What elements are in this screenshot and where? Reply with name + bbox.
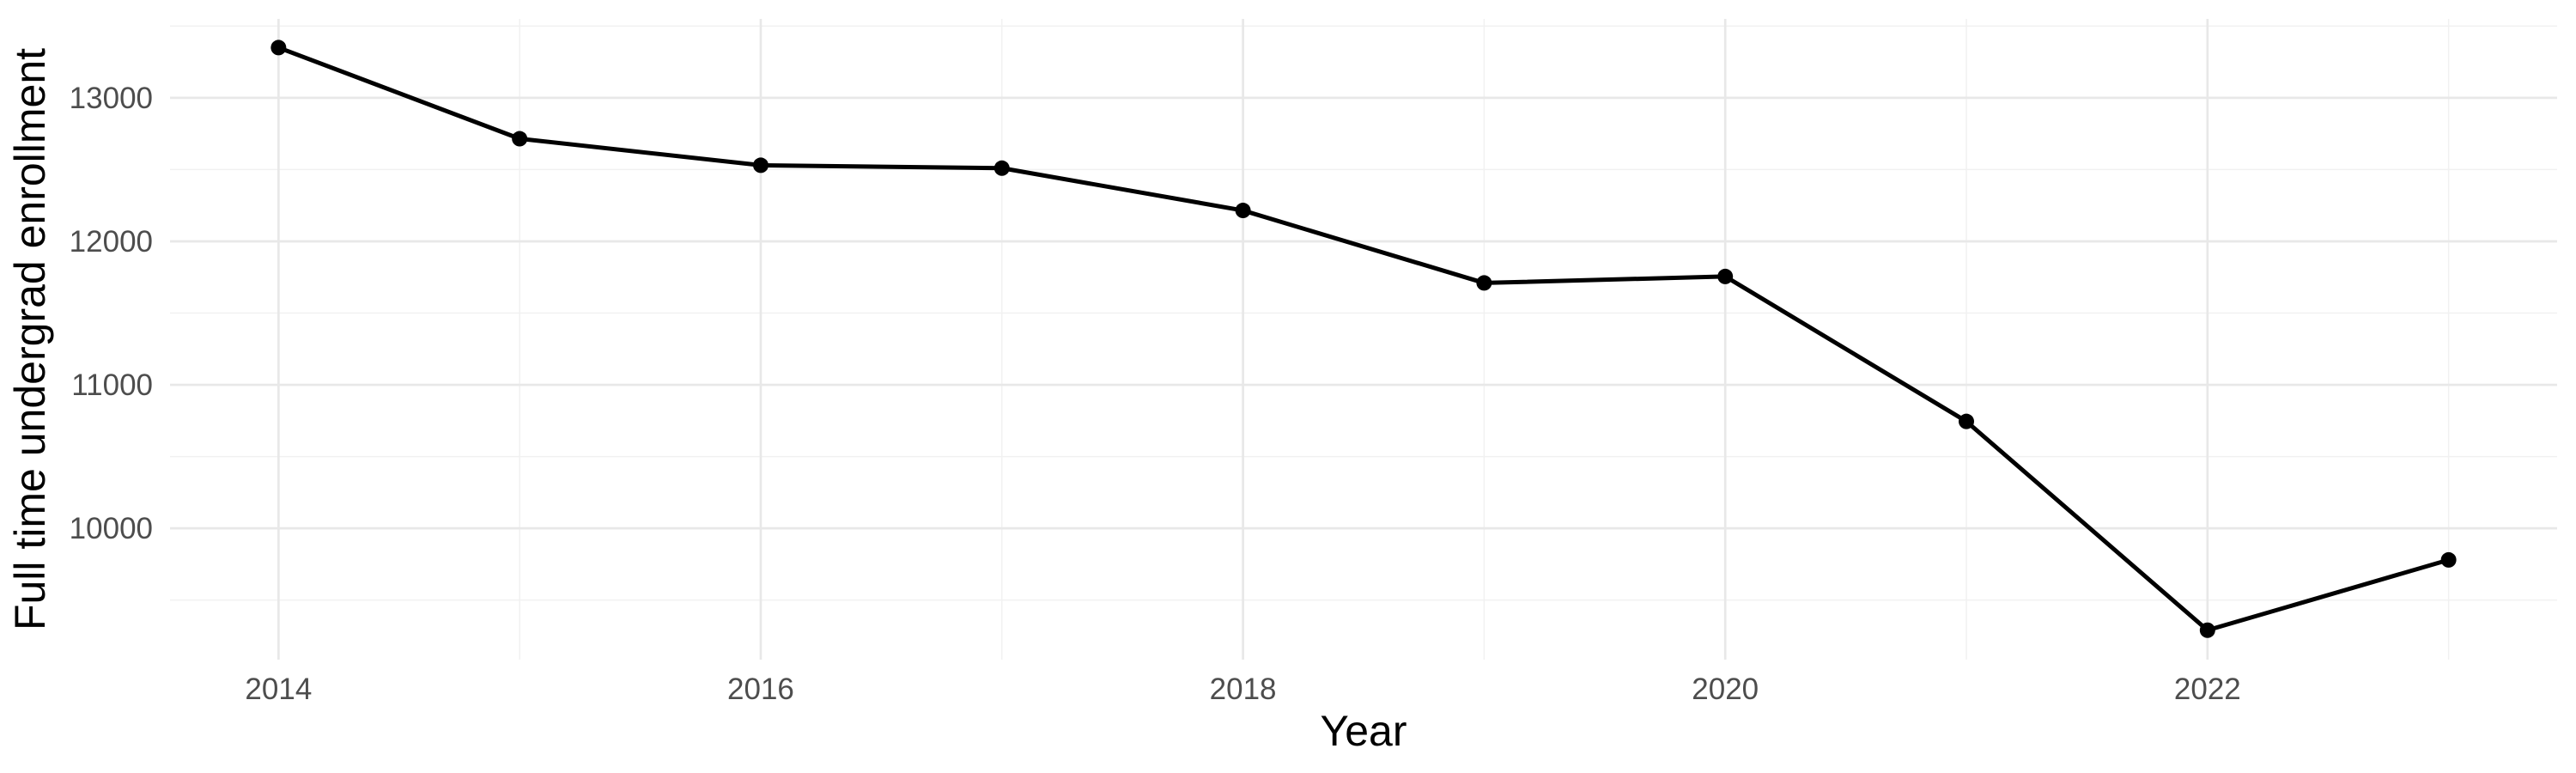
data-point-2023 [2440,551,2457,568]
data-point-2015 [512,131,528,147]
data-point-2016 [752,157,769,173]
data-series-layer [270,40,2457,638]
data-point-2017 [993,160,1010,176]
gridlines-major [170,19,2557,660]
y-tick-label-13000: 13000 [70,82,153,115]
data-point-2021 [1959,413,1975,429]
data-point-2014 [270,40,287,56]
x-axis-title: Year [1320,707,1406,755]
x-axis-tick-labels: 2014 2016 2018 2020 2022 [245,673,2240,706]
y-axis-title: Full time undergrad enrollment [6,48,54,630]
y-tick-label-10000: 10000 [70,512,153,545]
x-tick-label-2016: 2016 [727,673,794,706]
enrollment-trend-line [276,45,2451,633]
data-point-2022 [2199,622,2215,638]
y-tick-label-12000: 12000 [70,225,153,259]
x-tick-label-2018: 2018 [1210,673,1277,706]
y-tick-label-11000: 11000 [71,368,153,402]
data-point-2019 [1476,275,1492,291]
x-tick-label-2022: 2022 [2174,673,2241,706]
y-axis-tick-labels: 10000 11000 12000 13000 [70,82,153,545]
gridlines-minor [170,19,2557,660]
data-point-2020 [1717,268,1734,284]
x-tick-label-2020: 2020 [1692,673,1759,706]
x-tick-label-2014: 2014 [245,673,312,706]
data-point-2018 [1235,203,1251,219]
